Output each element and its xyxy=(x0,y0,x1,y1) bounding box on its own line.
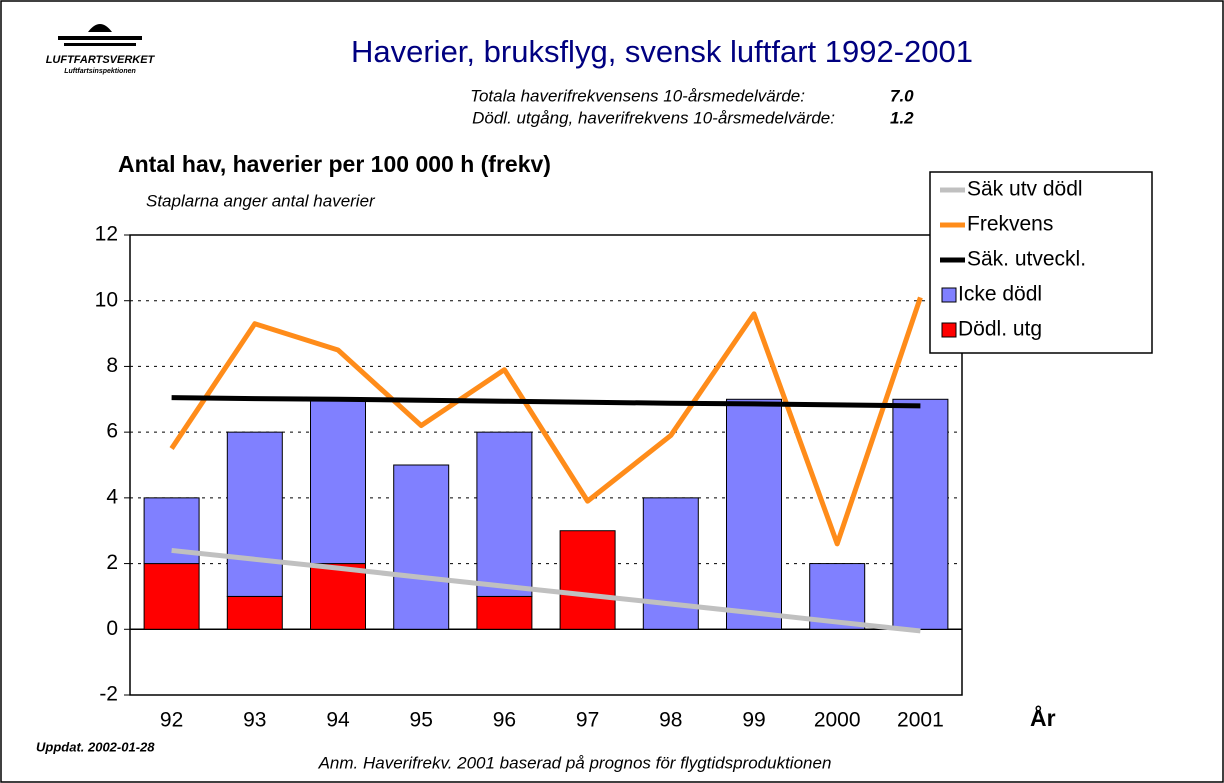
note-label: Dödl. utgång, haverifrekvens 10-årsmedel… xyxy=(472,108,835,127)
legend-label: Säk utv dödl xyxy=(967,178,1083,201)
y-tick-label: 8 xyxy=(106,354,118,377)
logo-name: LUFTFARTSVERKET xyxy=(46,54,156,66)
bar xyxy=(393,464,450,630)
legend-label: Icke dödl xyxy=(958,283,1042,306)
updated: Uppdat. 2002-01-28 xyxy=(36,739,155,754)
x-tick-label: 95 xyxy=(410,709,433,732)
bar xyxy=(310,398,366,565)
logo: LUFTFARTSVERKET Luftfartsinspektionen xyxy=(46,24,156,75)
line xyxy=(171,547,921,634)
y-tick-label: -2 xyxy=(99,683,118,706)
line xyxy=(169,296,923,547)
legend-box xyxy=(929,171,1153,354)
legend-swatch xyxy=(941,287,957,303)
x-tick-label: 98 xyxy=(659,709,682,732)
y-tick-label: 4 xyxy=(106,485,118,508)
bar xyxy=(310,563,366,630)
x-tick-label: 94 xyxy=(326,709,350,732)
note-value: 1.2 xyxy=(890,108,914,127)
x-tick-label: 2000 xyxy=(814,709,861,732)
subtitle: Staplarna anger antal haverier xyxy=(146,191,376,210)
chart-title: Haverier, bruksflyg, svensk luftfart 199… xyxy=(351,34,973,69)
y-tick-label: 12 xyxy=(95,223,118,246)
footnote: Anm. Haverifrekv. 2001 baserad på progno… xyxy=(318,753,832,772)
x-tick-label: 99 xyxy=(742,709,765,732)
x-tick-label: 2001 xyxy=(897,709,944,732)
line xyxy=(171,395,921,409)
legend-label: Dödl. utg xyxy=(958,318,1042,341)
bar xyxy=(642,497,699,630)
bar xyxy=(476,431,533,597)
y-tick-label: 6 xyxy=(106,420,118,443)
legend-swatch xyxy=(941,322,957,338)
logo-sub: Luftfartsinspektionen xyxy=(64,68,136,75)
x-tick-label: 96 xyxy=(493,709,516,732)
legend-label: Frekvens xyxy=(967,213,1053,236)
bar xyxy=(892,398,949,630)
bar xyxy=(559,530,616,630)
bar xyxy=(226,595,283,630)
note-label: Totala haverifrekvensens 10-årsmedelvärd… xyxy=(470,86,805,105)
x-tick-label: 93 xyxy=(243,709,266,732)
y-axis-title: Antal hav, haverier per 100 000 h (frekv… xyxy=(118,151,551,177)
bar xyxy=(726,398,782,630)
bar xyxy=(226,431,283,597)
y-tick-label: 0 xyxy=(106,617,118,640)
note-value: 7.0 xyxy=(890,86,914,105)
legend-label: Säk. utveckl. xyxy=(967,248,1086,271)
y-tick-label: 2 xyxy=(106,551,118,574)
bar xyxy=(143,563,200,630)
bar xyxy=(476,595,533,630)
x-tick-label: 97 xyxy=(576,709,599,732)
x-tick-label: 92 xyxy=(160,709,183,732)
x-axis-title: År xyxy=(1030,704,1056,731)
y-tick-label: 10 xyxy=(95,288,118,311)
